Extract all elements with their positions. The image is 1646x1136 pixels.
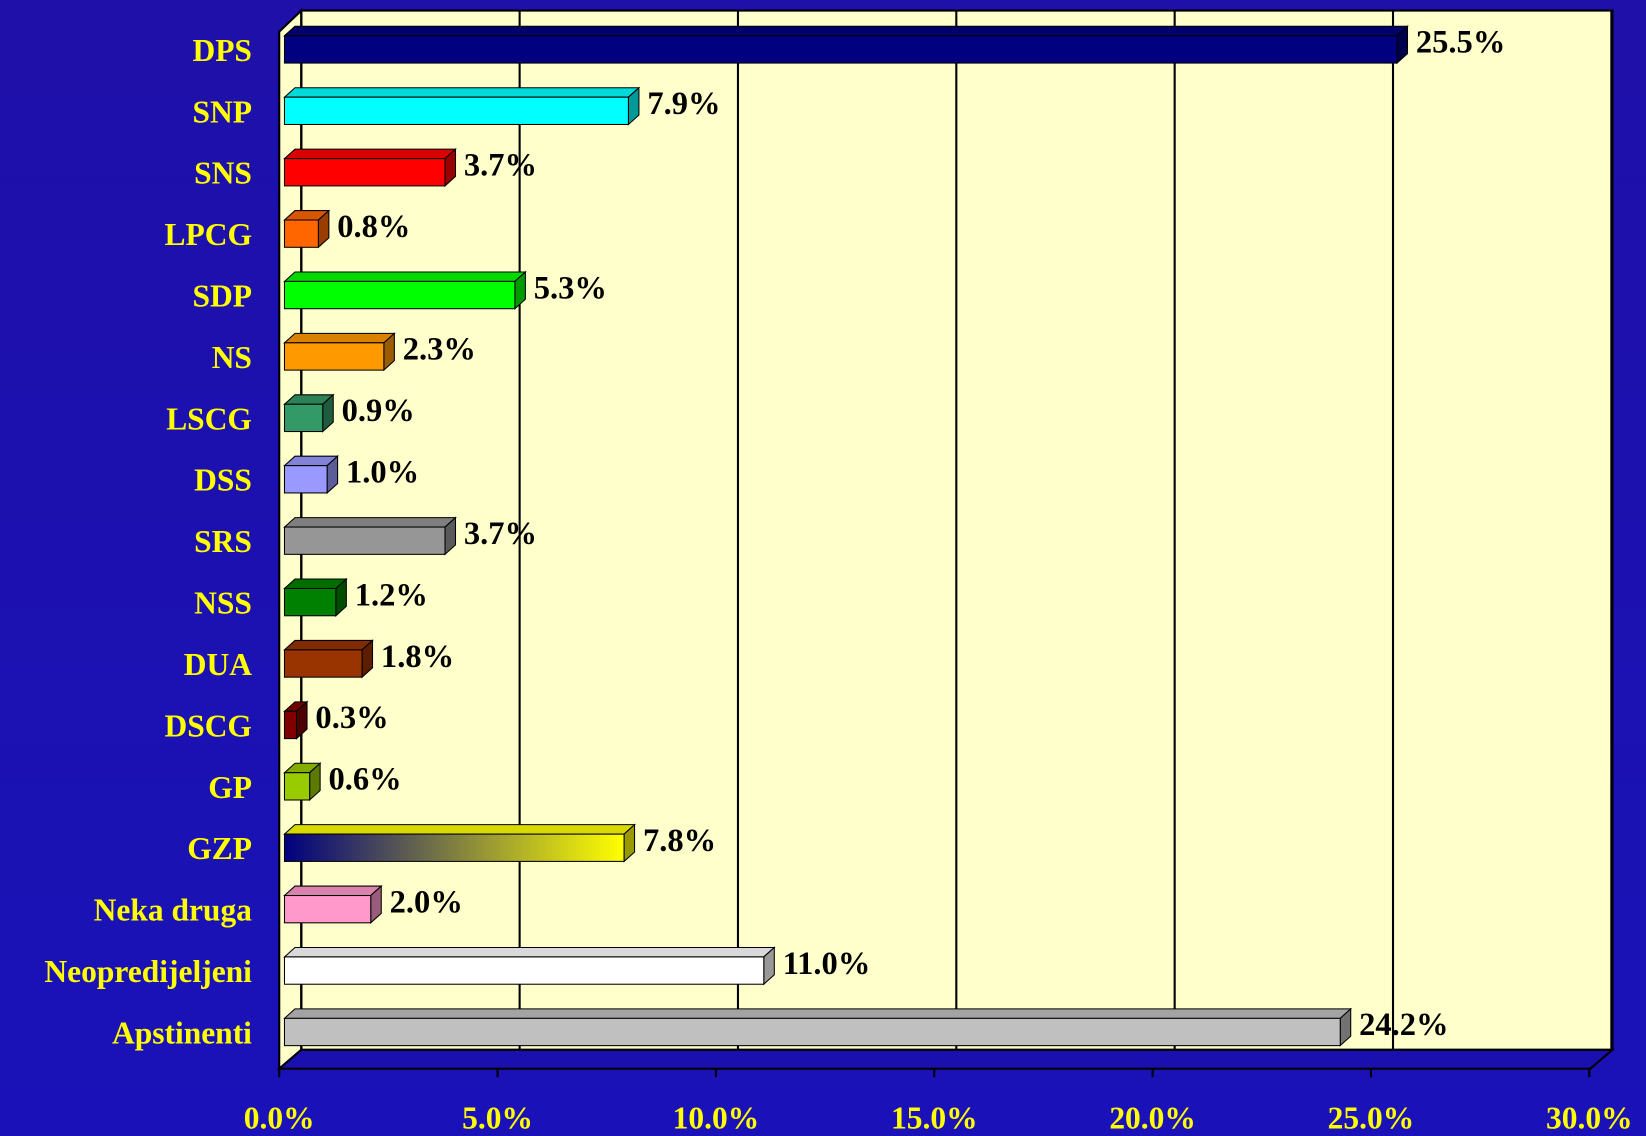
category-label: NS [212,340,252,375]
bar-top-shade [284,394,334,405]
bar-top-shade [284,271,526,282]
value-label: 24.2% [1359,1007,1448,1043]
category-label: Neka druga [94,893,253,928]
bar-side-shade [1340,1008,1351,1046]
category-label: GP [208,770,252,805]
bar-top-shade [284,149,456,159]
bar [283,894,372,924]
bar-top-shade [284,947,775,957]
category-label: DSS [194,463,252,498]
value-label: 7.9% [647,86,720,122]
bar-top-shade [284,333,395,343]
category-label: SNP [192,94,251,129]
bar [283,1017,1341,1047]
bar [283,219,319,248]
bar [283,342,385,371]
bar [283,403,324,433]
bar-side-shade [296,701,308,739]
category-label: Apstinenti [112,1015,252,1050]
bar-side-shade [624,824,635,862]
value-label: 1.8% [381,639,454,675]
bar [283,158,446,187]
value-label: 2.0% [390,884,463,920]
bar [283,280,516,310]
category-label: DUA [184,647,252,682]
bar-side-shade [514,271,526,309]
x-tick-label: 30.0% [1546,1100,1633,1135]
floor [276,1048,1616,1070]
bar-side-shade [318,210,329,248]
bar [283,710,298,740]
value-label: 0.8% [337,209,410,245]
bar-top-shade [284,886,382,896]
bar-side-shade [322,394,334,432]
bar-side-shade [335,579,347,616]
x-tick-label: 20.0% [1109,1100,1196,1135]
value-label: 7.8% [643,823,716,859]
value-label: 0.6% [329,762,402,798]
category-label: NSS [194,586,252,621]
bar-side-shade [445,149,456,186]
bar [283,96,629,126]
value-label: 3.7% [464,516,537,552]
bar-top-shade [284,1008,1351,1019]
bar-top-shade [284,640,373,650]
value-label: 0.9% [342,393,415,429]
value-label: 3.7% [464,148,537,184]
bar-side-shade [370,886,382,923]
bar-side-shade [309,763,321,800]
bar-top-shade [284,701,308,712]
bar [283,956,765,985]
value-label: 11.0% [783,946,871,982]
bar-top-shade [284,763,321,773]
x-tick-label: 0.0% [244,1100,315,1135]
category-label: SDP [192,278,251,313]
x-tick-label: 25.0% [1328,1100,1415,1135]
bar-top-shade [284,579,347,589]
value-label: 1.0% [346,455,419,491]
bar-top-shade [284,87,639,98]
category-label: Neopredijeljeni [44,954,252,989]
bar [283,465,328,494]
value-label: 0.3% [315,700,388,736]
bar-side-shade [445,517,456,555]
bar-top-shade [284,456,338,466]
bar-side-shade [362,640,373,678]
bar [283,833,625,862]
bar-side-shade [327,456,338,493]
category-label: DPS [192,33,251,68]
bar [283,526,446,555]
value-label: 1.2% [355,577,428,613]
bar [283,772,311,801]
bar-side-shade [628,87,639,125]
category-label: LPCG [164,217,251,252]
bar [283,649,363,678]
category-label: LSCG [166,401,252,436]
bar-top-shade [284,824,635,835]
x-tick-label: 10.0% [673,1100,760,1135]
bar-side-shade [763,947,775,985]
bar-top-shade [284,26,1408,36]
bar-side-shade [1397,26,1408,64]
category-label: DSCG [164,708,251,743]
bar-side-shade [383,333,395,371]
bar [283,35,1398,64]
category-label: SNS [194,156,252,191]
value-label: 5.3% [534,270,607,306]
value-label: 2.3% [403,332,476,368]
x-tick-label: 5.0% [462,1100,533,1135]
category-label: SRS [194,524,252,559]
bar-top-shade [284,210,329,221]
value-label: 25.5% [1416,25,1505,61]
bar [283,587,337,617]
bar-top-shade [284,517,456,528]
category-label: GZP [187,831,252,866]
x-tick-label: 15.0% [891,1100,978,1135]
